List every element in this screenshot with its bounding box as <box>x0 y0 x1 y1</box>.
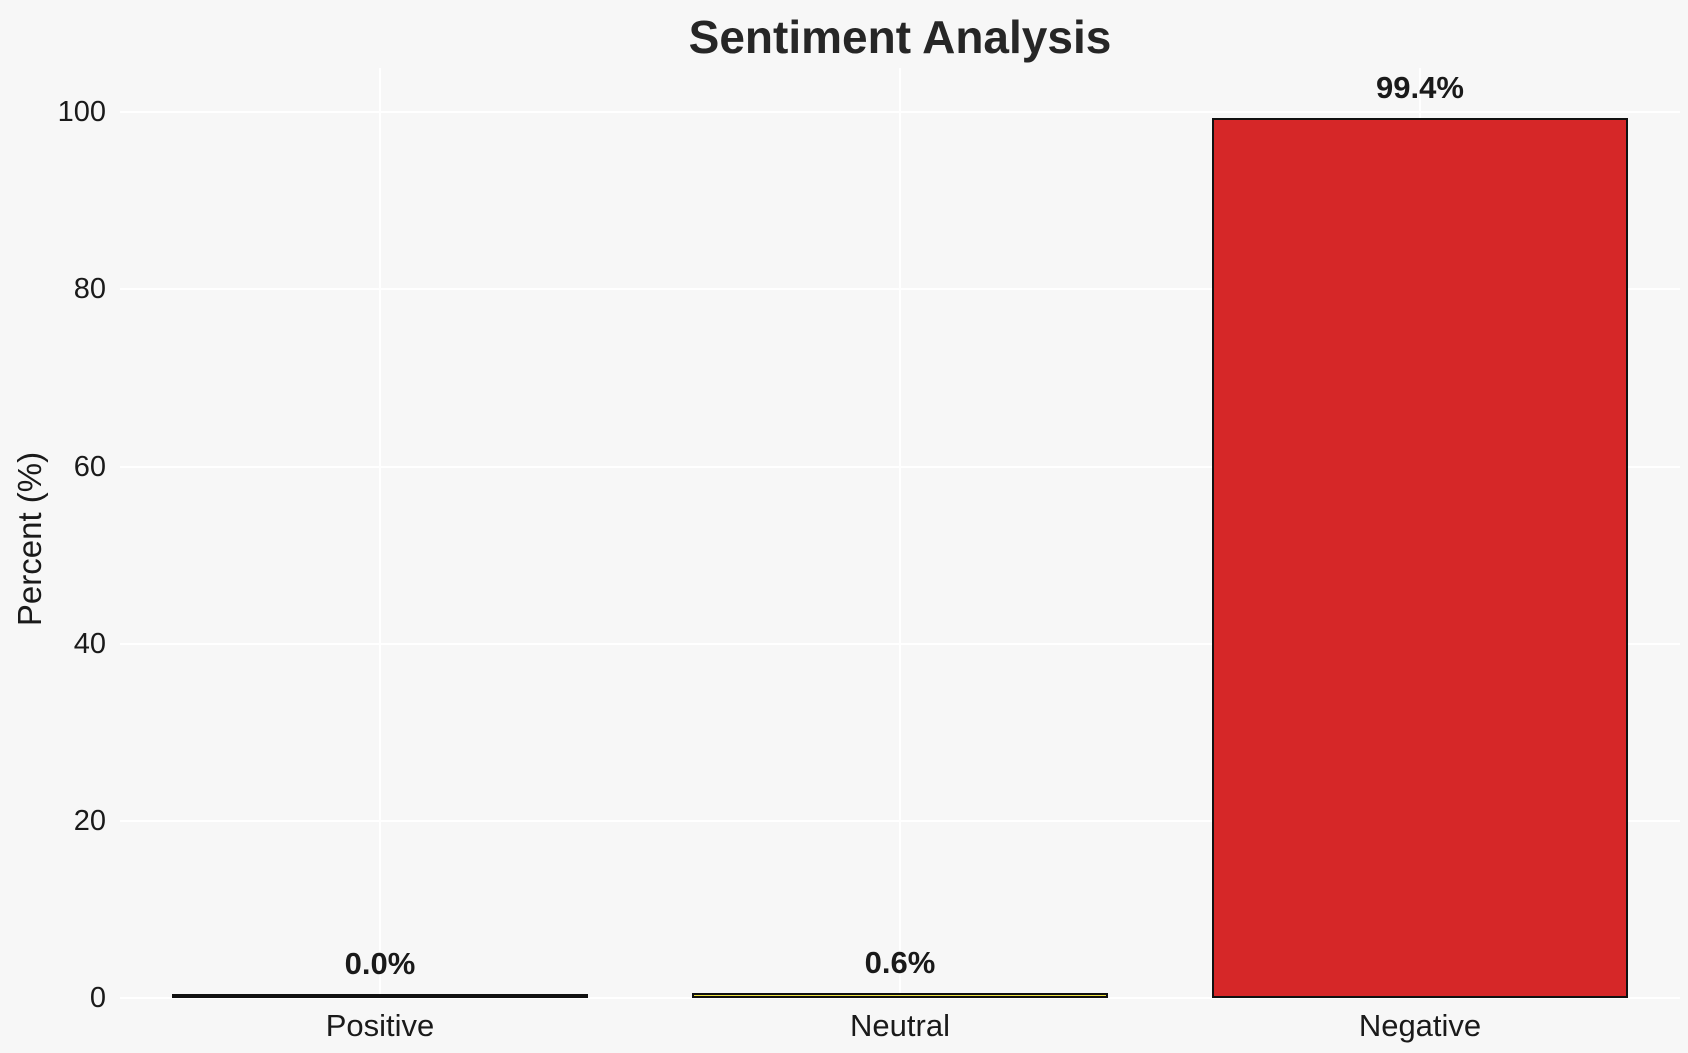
y-tick-label: 20 <box>73 804 106 837</box>
bar-slot-negative: 99.4% Negative <box>1160 68 1680 1043</box>
vertical-gridline <box>378 68 381 998</box>
horizontal-gridline <box>120 997 1680 999</box>
bar-slot-neutral: 0.6% Neutral <box>640 68 1160 1043</box>
bar-value-label: 0.0% <box>344 946 416 981</box>
x-tick-label-positive: Positive <box>325 1008 435 1043</box>
y-tick-label: 40 <box>73 627 106 660</box>
bars-container: 0.0% Positive 0.6% Neutral 99.4% Negative <box>120 68 1680 1043</box>
y-tick-label: 60 <box>73 450 106 483</box>
bar-value-label: 0.6% <box>864 944 936 980</box>
y-axis-label: Percent (%) <box>11 451 48 627</box>
y-tick-label: 80 <box>73 273 106 306</box>
bar-neutral <box>692 992 1108 998</box>
chart-title: Sentiment Analysis <box>688 11 1112 63</box>
bar-positive <box>172 994 588 998</box>
bar-value-label: 99.4% <box>1376 69 1464 105</box>
x-tick-label-neutral: Neutral <box>850 1008 950 1043</box>
bar-slot-positive: 0.0% Positive <box>120 68 640 1043</box>
vertical-gridline <box>899 68 901 998</box>
y-tick-label: 0 <box>89 982 106 1014</box>
bar-negative <box>1212 117 1628 998</box>
y-tick-label: 100 <box>57 96 106 129</box>
plot-area: 0 20 40 60 80 100 0.0% Positive 0.6% Neutral 99.4%… <box>58 68 1680 1043</box>
x-tick-label-negative: Negative <box>1358 1008 1482 1043</box>
